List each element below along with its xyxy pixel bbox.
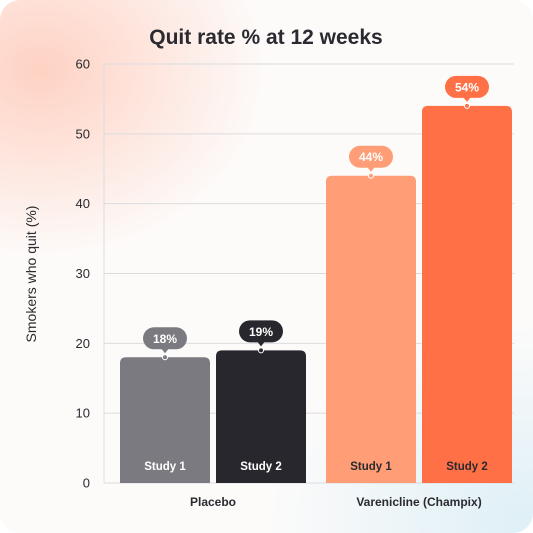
data-label-pointer (257, 341, 265, 347)
data-label: 54% (455, 80, 479, 94)
category-labels: Placebo Varenicline (Champix) (190, 495, 482, 509)
bar-top-marker (368, 172, 374, 179)
y-axis-label: Smokers who quit (%) (23, 206, 39, 343)
data-label-badge (445, 75, 489, 98)
data-label-badge (143, 327, 187, 350)
y-axis-ticks: 0 10 20 30 40 50 60 (76, 57, 90, 491)
data-label-pointer (161, 348, 169, 354)
y-tick-label: 20 (76, 336, 90, 351)
bar-series-label: Study 2 (446, 461, 488, 473)
bar (216, 350, 306, 483)
y-tick-label: 60 (76, 57, 90, 72)
data-label-pointer (463, 96, 471, 102)
bar (326, 175, 416, 483)
bar (422, 105, 512, 484)
y-tick-label: 30 (76, 266, 90, 281)
bar-series-label: Study 2 (240, 461, 282, 473)
data-label: 44% (359, 150, 383, 164)
y-tick-label: 10 (76, 406, 90, 421)
data-label-badge (349, 145, 393, 168)
data-label-pointer (367, 166, 375, 172)
bar-series-label: Study 1 (144, 461, 186, 473)
data-label-badge (239, 320, 283, 343)
bar-top-marker (258, 347, 264, 354)
bar-series-label: Study 1 (350, 461, 392, 473)
category-label: Placebo (190, 495, 236, 509)
y-tick-label: 0 (83, 476, 90, 491)
bars: Study 1 18% Study 2 19% Study 1 44% Study 2 54% (120, 75, 512, 484)
bar (120, 357, 210, 483)
category-label: Varenicline (Champix) (356, 495, 481, 509)
y-tick-label: 40 (76, 196, 90, 211)
bar-top-marker (162, 354, 168, 361)
bar-top-marker (464, 102, 470, 109)
chart-title: Quit rate % at 12 weeks (149, 26, 382, 49)
data-label: 19% (249, 325, 273, 339)
data-label: 18% (153, 332, 177, 346)
y-tick-label: 50 (76, 126, 90, 141)
